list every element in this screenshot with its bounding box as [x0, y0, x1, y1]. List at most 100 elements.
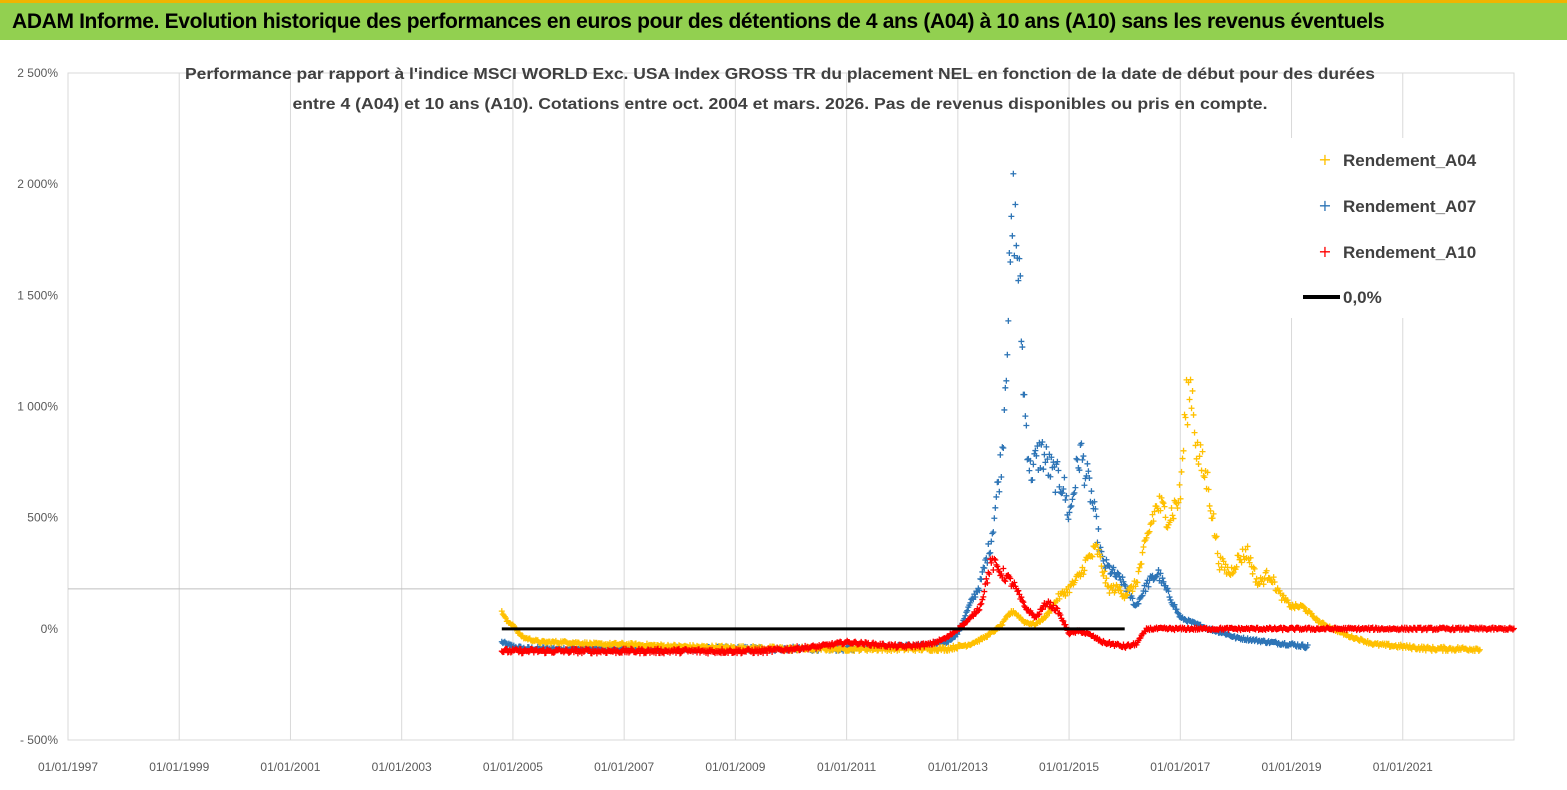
data-point: [675, 645, 682, 652]
data-point: [1191, 429, 1198, 436]
data-point: [1053, 604, 1060, 611]
data-point: [1081, 482, 1088, 489]
data-point: [1098, 563, 1105, 570]
data-point: [1037, 465, 1044, 472]
data-point: [1071, 489, 1078, 496]
data-point: [1042, 459, 1049, 466]
data-point: [985, 540, 992, 547]
data-point: [1252, 578, 1259, 585]
data-point: [1080, 453, 1087, 460]
data-point: [1034, 443, 1041, 450]
data-point: [1001, 577, 1008, 584]
data-point: [1304, 642, 1311, 649]
data-point: [1162, 514, 1169, 521]
data-point: [1422, 647, 1429, 654]
data-point: [1002, 384, 1009, 391]
data-point: [1030, 461, 1037, 468]
data-point: [1141, 538, 1148, 545]
data-point: [1240, 553, 1247, 560]
data-point: [1055, 467, 1062, 474]
data-point: [1057, 611, 1064, 618]
data-point: [948, 636, 955, 643]
data-point: [1175, 499, 1182, 506]
data-point: [1062, 592, 1069, 599]
data-point: [1079, 456, 1086, 463]
data-point: [1032, 447, 1039, 454]
data-point: [1084, 460, 1091, 467]
data-point: [570, 649, 577, 656]
data-point: [829, 647, 836, 654]
data-point: [719, 646, 726, 653]
data-point: [1161, 503, 1168, 510]
data-point: [977, 601, 984, 608]
data-point: [1475, 647, 1482, 654]
data-point: [1136, 564, 1143, 571]
data-point: [1044, 456, 1051, 463]
data-point: [1120, 578, 1127, 585]
data-point: [1176, 481, 1183, 488]
data-point: [967, 599, 974, 606]
data-point: [945, 633, 952, 640]
data-point: [1036, 610, 1043, 617]
data-point: [1209, 515, 1216, 522]
data-point: [1124, 591, 1131, 598]
data-point: [1045, 609, 1052, 616]
x-tick-label: 01/01/2015: [1039, 760, 1099, 774]
data-point: [1158, 494, 1165, 501]
data-point: [1300, 603, 1307, 610]
data-point: [1145, 529, 1152, 536]
data-point: [1235, 552, 1242, 559]
data-point: [1103, 556, 1110, 563]
data-point: [1205, 486, 1212, 493]
data-point: [988, 559, 995, 566]
data-point: [1271, 578, 1278, 585]
data-point: [1052, 489, 1059, 496]
legend-label-a04: Rendement_A04: [1343, 151, 1477, 170]
data-point: [1073, 455, 1080, 462]
data-point: [1029, 476, 1036, 483]
y-tick-label: 1 000%: [17, 400, 58, 414]
data-layer: [498, 170, 1517, 657]
data-point: [1039, 617, 1046, 624]
legend-box: [1283, 138, 1508, 318]
data-point: [983, 575, 990, 582]
data-point: [979, 568, 986, 575]
data-point: [1063, 492, 1070, 499]
data-point: [1088, 553, 1095, 560]
x-tick-label: 01/01/2011: [817, 760, 876, 774]
data-point: [1054, 458, 1061, 465]
data-point: [857, 646, 864, 653]
data-point: [1143, 534, 1150, 541]
data-point: [984, 579, 991, 586]
chart-title-line-2: entre 4 (A04) et 10 ans (A10). Cotations…: [293, 96, 1268, 113]
data-point: [1134, 579, 1141, 586]
data-point: [1246, 559, 1253, 566]
data-point: [1157, 570, 1164, 577]
data-point: [1233, 563, 1240, 570]
data-point: [1000, 445, 1007, 452]
data-point: [1313, 615, 1320, 622]
data-point: [1059, 489, 1066, 496]
data-point: [1019, 597, 1026, 604]
data-point: [1076, 467, 1083, 474]
data-point: [1164, 524, 1171, 531]
data-point: [1001, 406, 1008, 413]
data-point: [1159, 575, 1166, 582]
data-point: [1100, 557, 1107, 564]
data-point: [1164, 585, 1171, 592]
data-point: [1178, 468, 1185, 475]
data-point: [1097, 553, 1104, 560]
data-point: [1132, 583, 1139, 590]
x-tick-label: 01/01/1999: [149, 760, 209, 774]
data-point: [995, 478, 1002, 485]
data-point: [964, 607, 971, 614]
data-point: [1138, 560, 1145, 567]
data-point: [993, 493, 1000, 500]
data-point: [1026, 467, 1033, 474]
data-point: [1062, 496, 1069, 503]
data-point: [1021, 603, 1028, 610]
data-point: [996, 488, 1003, 495]
data-point: [1210, 510, 1217, 517]
data-point: [1159, 498, 1166, 505]
data-point: [1119, 574, 1126, 581]
